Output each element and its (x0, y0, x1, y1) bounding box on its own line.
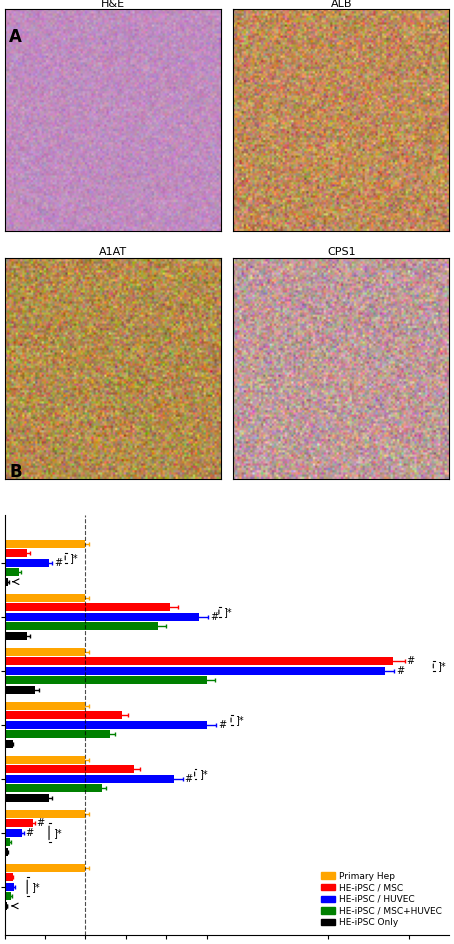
Bar (5, 819, 33, 827)
Bar (5, 657, 393, 666)
Text: #: # (396, 666, 404, 676)
Bar (5, 864, 85, 872)
Title: CPS1: CPS1 (327, 247, 356, 257)
Bar (5, 902, 7, 910)
Text: ]*: ]* (199, 769, 207, 779)
Text: #: # (407, 656, 415, 666)
Bar (5, 648, 85, 656)
Text: ]*: ]* (235, 715, 244, 725)
Bar (5, 594, 85, 601)
Text: #: # (218, 719, 226, 730)
Text: ]*: ]* (223, 607, 232, 617)
Bar (5, 883, 14, 891)
Text: ]*: ]* (437, 661, 446, 671)
Text: B: B (9, 463, 22, 480)
Bar (5, 540, 85, 548)
Bar (5, 766, 134, 773)
Bar (5, 666, 385, 675)
Text: ]*: ]* (69, 553, 78, 563)
Bar (5, 559, 49, 566)
Bar (5, 603, 170, 611)
Bar (5, 784, 102, 792)
Bar (5, 892, 11, 901)
Bar (5, 613, 199, 621)
Bar (5, 775, 174, 783)
Title: ALB: ALB (331, 0, 352, 8)
Bar (5, 740, 13, 748)
Bar (5, 873, 13, 882)
Bar (5, 622, 158, 631)
Bar (5, 568, 19, 576)
Bar (5, 632, 27, 640)
Bar (5, 549, 27, 557)
Bar (5, 731, 110, 738)
Bar (5, 829, 22, 837)
Text: #: # (25, 828, 33, 838)
Text: #: # (54, 558, 62, 567)
Title: A1AT: A1AT (99, 247, 127, 257)
Text: ]*: ]* (31, 882, 40, 892)
Text: #: # (210, 612, 218, 622)
Bar (5, 848, 8, 856)
Bar (5, 794, 49, 801)
Bar (5, 685, 35, 694)
Text: A: A (9, 28, 22, 46)
Bar (5, 578, 8, 586)
Bar (5, 711, 122, 719)
Text: #: # (36, 818, 44, 828)
Text: ]*: ]* (53, 828, 62, 838)
Bar (5, 756, 85, 764)
Bar (5, 701, 85, 710)
Bar (5, 676, 207, 684)
Title: H&E: H&E (100, 0, 124, 8)
Legend: Primary Hep, HE-iPSC / MSC, HE-iPSC / HUVEC, HE-iPSC / MSC+HUVEC, HE-iPSC Only: Primary Hep, HE-iPSC / MSC, HE-iPSC / HU… (319, 868, 445, 930)
Text: #: # (184, 774, 192, 784)
Bar (5, 720, 207, 729)
Bar (5, 810, 85, 818)
Bar (5, 838, 10, 847)
